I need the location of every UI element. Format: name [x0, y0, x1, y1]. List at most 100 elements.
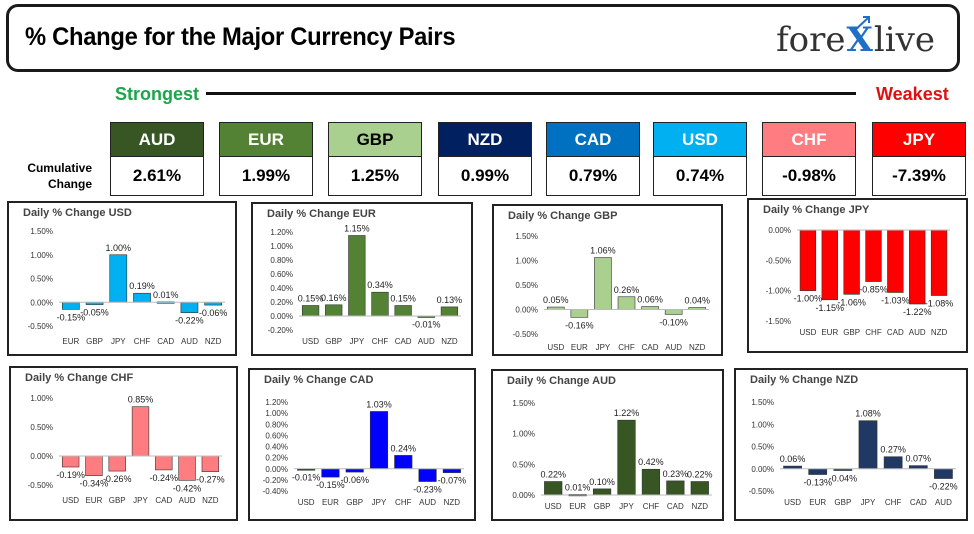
- bar-aud: [934, 468, 953, 479]
- currency-code: USD: [653, 122, 747, 157]
- bar-eur: [321, 468, 340, 478]
- bar-aud: [909, 229, 926, 305]
- y-tick-label: 1.00%: [30, 394, 53, 403]
- y-tick-label: 0.40%: [270, 284, 293, 293]
- currency-box-gbp: GBP 1.25%: [328, 122, 422, 196]
- y-tick-label: 0.00%: [265, 465, 288, 474]
- x-tick-label: EUR: [571, 343, 588, 352]
- y-tick-label: 1.00%: [30, 251, 53, 260]
- bar-eur: [808, 468, 828, 475]
- chart-panel-jpy: Daily % Change JPY -1.50% -1.00% -0.50% 0.00…: [747, 198, 968, 353]
- data-label: 1.06%: [590, 246, 616, 256]
- y-tick-label: 1.00%: [265, 409, 288, 418]
- x-tick-label: EUR: [322, 498, 339, 507]
- bar-aud: [178, 455, 196, 481]
- y-tick-label: 0.00%: [515, 306, 538, 315]
- y-tick-label: 1.50%: [512, 399, 535, 408]
- data-label: -0.85%: [859, 285, 888, 295]
- bar-usd: [61, 455, 80, 468]
- data-label: -1.03%: [881, 295, 910, 305]
- y-tick-label: 0.80%: [270, 256, 293, 265]
- data-label: -0.13%: [803, 478, 832, 488]
- bar-gbp: [345, 468, 364, 473]
- x-tick-label: USD: [62, 496, 79, 505]
- data-label: -1.06%: [837, 297, 866, 307]
- x-tick-label: AUD: [909, 328, 926, 337]
- data-label: 0.19%: [129, 281, 155, 291]
- x-tick-label: USD: [784, 498, 801, 507]
- y-tick-label: 0.50%: [751, 443, 774, 452]
- bar-chf: [617, 296, 636, 310]
- chart-title: Daily % Change EUR: [267, 208, 376, 220]
- bar-eur: [570, 309, 589, 318]
- x-tick-label: CAD: [910, 498, 927, 507]
- y-tick-label: 1.50%: [751, 398, 774, 407]
- x-tick-label: USD: [799, 328, 816, 337]
- data-label: -0.10%: [659, 317, 688, 327]
- x-tick-label: AUD: [418, 337, 435, 346]
- chart-panel-aud: Daily % Change AUD 0.00% 0.50% 1.00% 1.50% 0.…: [491, 369, 724, 521]
- x-tick-label: CAD: [667, 502, 684, 511]
- currency-code: NZD: [438, 122, 532, 157]
- data-label: 0.05%: [543, 295, 569, 305]
- x-tick-label: GBP: [109, 496, 126, 505]
- chart-title: Daily % Change JPY: [763, 204, 870, 216]
- y-tick-label: -0.40%: [263, 487, 288, 496]
- bar-chf: [865, 229, 882, 282]
- y-tick-label: -0.50%: [28, 481, 53, 490]
- bar-aud: [180, 301, 199, 313]
- data-label: -0.26%: [103, 474, 132, 484]
- weakest-label: Weakest: [876, 84, 949, 104]
- x-tick-label: GBP: [843, 328, 860, 337]
- x-tick-label: AUD: [179, 496, 196, 505]
- x-tick-label: EUR: [821, 328, 838, 337]
- y-tick-label: 0.20%: [265, 454, 288, 463]
- x-tick-label: USD: [547, 343, 564, 352]
- currency-box-nzd: NZD 0.99%: [438, 122, 532, 196]
- data-label: -0.34%: [80, 479, 109, 489]
- chart-panel-eur: Daily % Change EUR -0.20% 0.00% 0.20% 0.40% 0…: [251, 202, 473, 356]
- y-tick-label: 1.00%: [515, 257, 538, 266]
- bar-nzd: [201, 455, 220, 472]
- data-label: 0.24%: [391, 443, 417, 453]
- bar-jpy: [594, 257, 612, 310]
- y-tick-label: 0.00%: [270, 312, 293, 321]
- cumulative-change-label: Cumulative Change: [27, 161, 92, 191]
- strongest-label: Strongest: [115, 84, 200, 104]
- data-label: 1.22%: [614, 408, 640, 418]
- currency-code: JPY: [872, 122, 966, 157]
- data-label: 0.15%: [390, 294, 416, 304]
- x-tick-label: AUD: [181, 337, 198, 346]
- data-label: 0.85%: [128, 395, 154, 405]
- y-tick-label: 0.00%: [512, 491, 535, 500]
- y-tick-label: 0.00%: [30, 452, 53, 461]
- y-tick-label: -0.50%: [766, 256, 791, 265]
- y-tick-label: 1.20%: [265, 398, 288, 407]
- x-tick-label: GBP: [346, 498, 363, 507]
- x-tick-label: GBP: [594, 502, 611, 511]
- bar-chart: -0.50% 0.00% 0.50% 1.00% -0.19% USD-0.34% EUR -…: [28, 394, 225, 505]
- currency-code: CHF: [762, 122, 856, 157]
- bar-gbp: [592, 488, 612, 496]
- bar-chart: -0.50% 0.00% 0.50% 1.00% 1.50% -0.15% EUR -0.05…: [28, 227, 228, 346]
- currency-box-eur: EUR 1.99%: [219, 122, 313, 196]
- data-label: -0.22%: [929, 482, 958, 492]
- bar-jpy: [369, 411, 389, 470]
- y-tick-label: 0.50%: [30, 423, 53, 432]
- y-tick-label: 0.40%: [265, 443, 288, 452]
- cumulative-change-value: -7.39%: [872, 157, 966, 196]
- forexlive-logo: fore X live: [776, 16, 935, 63]
- bar-chart: -0.50% 0.00% 0.50% 1.00% 1.50% 0.06% USD -0.13%…: [749, 398, 958, 507]
- y-tick-label: 0.60%: [265, 431, 288, 440]
- bar-chart: 0.00% 0.50% 1.00% 1.50% 0.22% USD 0.01% EUR 0.10…: [512, 399, 712, 511]
- page-title: % Change for the Major Currency Pairs: [25, 23, 456, 51]
- data-label: -0.07%: [438, 476, 467, 486]
- bar-cad: [394, 305, 412, 317]
- x-tick-label: EUR: [809, 498, 826, 507]
- bar-usd: [544, 481, 563, 496]
- bar-eur: [62, 301, 80, 310]
- x-tick-label: JPY: [350, 337, 365, 346]
- x-tick-label: NZD: [689, 343, 706, 352]
- x-tick-label: GBP: [834, 498, 851, 507]
- bar-aud: [418, 468, 437, 482]
